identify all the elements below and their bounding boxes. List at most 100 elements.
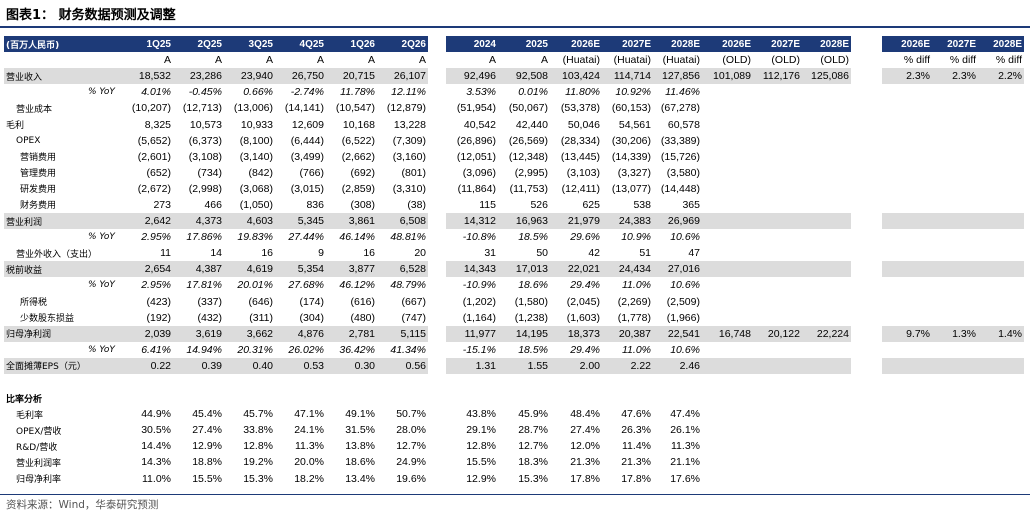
- row-label: 营业收入: [4, 68, 122, 85]
- table-row: 营业成本 (10,207) (12,713) (13,006) (14,141) (10,…: [4, 100, 702, 117]
- row-label: 研发费用: [20, 185, 57, 196]
- table-cell: [978, 438, 1024, 454]
- table-cell: [753, 261, 802, 278]
- table-cell: 18.5%: [518, 343, 548, 356]
- table-cell: (308): [350, 198, 375, 211]
- row-label: % YoY: [88, 232, 115, 243]
- title-rule: [0, 26, 1030, 28]
- table-row: [700, 454, 851, 470]
- table-cell: [753, 422, 802, 438]
- table-cell: 10.9%: [621, 231, 651, 244]
- table-row: [882, 310, 1024, 326]
- table-cell: (3,310): [392, 182, 426, 195]
- table-cell: [802, 471, 851, 487]
- column-header: 2025: [498, 36, 550, 53]
- table-cell: 3,619: [173, 325, 224, 342]
- table-cell: 24,434: [602, 261, 653, 278]
- table-row: 营业利润 2,642 4,373 4,603 5,345 3,861 6,508 14,312…: [4, 213, 702, 230]
- footer-rule: [0, 494, 1030, 495]
- table-row: OPEX/营收 30.5% 27.4% 33.8% 24.1% 31.5% 28.0% 29.…: [4, 422, 702, 439]
- table-cell: 3.53%: [466, 86, 496, 99]
- table-row: [882, 213, 1024, 230]
- table-cell: (646): [248, 295, 273, 308]
- table-cell: 17.6%: [670, 472, 700, 485]
- table-cell: [932, 245, 978, 261]
- table-cell: [882, 342, 932, 358]
- table-row: 归母净利润 2,039 3,619 3,662 4,876 2,781 5,115 11,97…: [4, 325, 702, 342]
- table-cell: (3,108): [188, 150, 222, 163]
- table-cell: (667): [401, 295, 426, 308]
- table-cell: [700, 84, 753, 100]
- table-cell: 41.34%: [390, 343, 426, 356]
- table-cell: 14: [210, 247, 222, 260]
- table-cell: [882, 84, 932, 100]
- table-cell: [882, 261, 932, 278]
- table-cell: [882, 149, 932, 165]
- table-cell: [753, 149, 802, 165]
- table-cell: (60,153): [611, 102, 651, 115]
- table-cell: [173, 374, 224, 390]
- row-label: R&D/营收: [16, 442, 58, 453]
- table-row: 营业利润率 14.3% 18.8% 19.2% 20.0% 18.6% 24.9% 15.5%…: [4, 454, 702, 471]
- table-cell: [882, 422, 932, 438]
- table-cell: 12.11%: [391, 86, 426, 99]
- table-cell: 10.6%: [670, 231, 700, 244]
- table-row: [700, 149, 851, 165]
- table-cell: 26,969: [653, 213, 702, 230]
- table-row: R&D/营收 14.4% 12.9% 12.8% 11.3% 13.8% 12.7% 12.8…: [4, 438, 702, 455]
- table-cell: [978, 84, 1024, 100]
- table-cell: [428, 438, 446, 455]
- table-cell: [428, 454, 446, 471]
- table-cell: 46.12%: [339, 279, 375, 292]
- table-row: A A A A A A A A (Huatai) (Huatai) (Huatai): [4, 52, 702, 69]
- table-cell: [932, 390, 978, 406]
- table-cell: 13,228: [393, 118, 426, 131]
- table-cell: (12,051): [456, 150, 496, 163]
- row-label: 财务费用: [20, 201, 57, 212]
- column-header: 2026E: [550, 36, 602, 53]
- table-cell: 15.3%: [243, 472, 273, 485]
- table-row: [882, 277, 1024, 293]
- table-cell: 3,861: [326, 213, 377, 230]
- table-row: [700, 438, 851, 454]
- table-cell: [428, 52, 446, 69]
- column-header: 2028E: [978, 36, 1024, 53]
- table-cell: [753, 116, 802, 132]
- table-cell: (1,202): [462, 295, 496, 308]
- table-cell: [428, 406, 446, 423]
- table-cell: [700, 310, 753, 326]
- table-cell: 26,750: [275, 68, 326, 85]
- table-row: [700, 245, 851, 261]
- table-cell: (652): [146, 166, 171, 179]
- table-row: % YoY 4.01% -0.45% 0.66% -2.74% 11.78% 12.11% 3…: [4, 84, 702, 101]
- table-cell: 54,561: [618, 118, 651, 131]
- table-cell: % diff: [995, 54, 1022, 67]
- table-cell: [802, 213, 851, 230]
- table-cell: [932, 471, 978, 487]
- table-cell: [498, 390, 550, 406]
- table-cell: [932, 357, 978, 374]
- table-cell: [882, 165, 932, 181]
- table-cell: (7,309): [392, 134, 426, 147]
- table-cell: 2,039: [122, 325, 173, 342]
- table-cell: [932, 261, 978, 278]
- table-row: 营业收入 18,532 23,286 23,940 26,750 20,715 26,107…: [4, 68, 702, 85]
- table-row: [700, 471, 851, 487]
- table-cell: 27,016: [653, 261, 702, 278]
- table-cell: 4,387: [173, 261, 224, 278]
- table-row: [700, 310, 851, 326]
- table-cell: 15.5%: [466, 456, 496, 469]
- table-cell: 2,654: [122, 261, 173, 278]
- row-label: 毛利: [6, 121, 25, 132]
- table-cell: (2,998): [188, 182, 222, 195]
- table-row: [882, 390, 1024, 406]
- row-label: % YoY: [88, 87, 115, 98]
- table-cell: 31.5%: [345, 424, 375, 437]
- column-header: 2Q26: [377, 36, 428, 53]
- table-row: [700, 100, 851, 116]
- table-cell: [428, 309, 446, 326]
- table-cell: 18.8%: [192, 456, 222, 469]
- table-cell: [428, 390, 446, 407]
- table-cell: (Huatai): [662, 54, 700, 67]
- table-row: [882, 261, 1024, 278]
